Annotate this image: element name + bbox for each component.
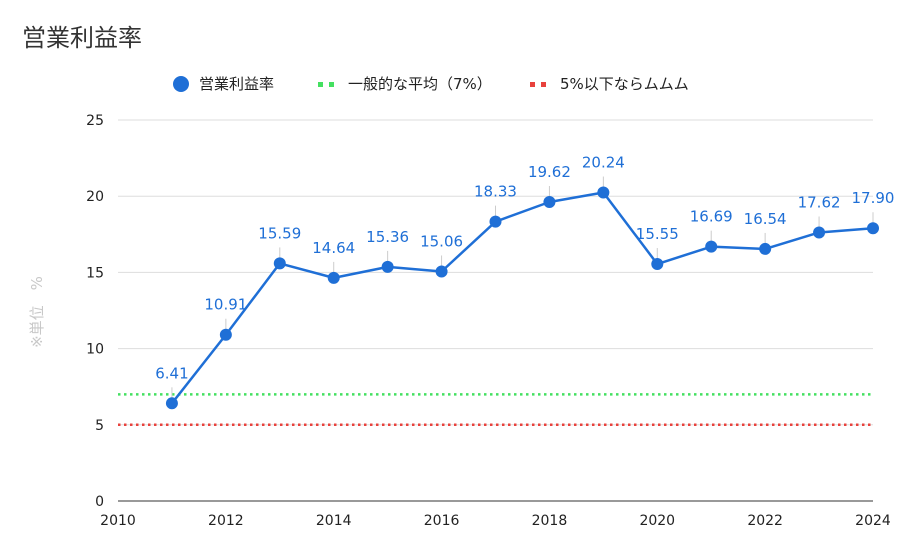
data-point <box>381 260 394 273</box>
data-label: 6.41 <box>155 364 188 382</box>
data-label: 15.06 <box>420 232 463 250</box>
data-point <box>867 222 879 235</box>
y-axis-label: ※単位 % <box>28 276 46 348</box>
data-point <box>435 265 448 278</box>
data-point <box>543 195 556 208</box>
x-tick-label: 2016 <box>424 513 460 529</box>
data-point <box>327 271 340 284</box>
data-point <box>651 258 664 271</box>
legend-marker-1 <box>173 76 189 92</box>
series-line <box>170 191 874 405</box>
y-tick-label: 15 <box>86 265 104 281</box>
legend-marker-2 <box>329 82 334 87</box>
y-tick-label: 5 <box>95 418 104 434</box>
legend-marker-2 <box>318 82 323 87</box>
data-label: 10.91 <box>204 296 247 314</box>
x-tick-label: 2020 <box>639 513 675 529</box>
data-point <box>813 226 826 239</box>
data-point <box>759 242 772 255</box>
x-tick-label: 2022 <box>747 513 783 529</box>
y-tick-label: 25 <box>86 113 104 129</box>
legend-label-2: 一般的な平均（7%） <box>348 75 492 93</box>
y-tick-label: 0 <box>95 494 104 510</box>
legend-marker-3 <box>530 82 535 87</box>
data-label: 15.36 <box>366 228 409 246</box>
data-label: 19.62 <box>528 163 571 181</box>
data-label: 15.59 <box>258 224 301 242</box>
data-label: 17.90 <box>852 189 895 207</box>
data-label: 16.54 <box>744 210 787 228</box>
x-tick-label: 2014 <box>316 513 352 529</box>
x-tick-label: 2018 <box>532 513 568 529</box>
data-point <box>165 397 178 410</box>
data-label: 14.64 <box>312 239 355 257</box>
legend-label-1: 営業利益率 <box>199 75 274 93</box>
legend-marker-3 <box>541 82 546 87</box>
data-point <box>273 257 286 270</box>
data-point <box>489 215 502 228</box>
data-label: 15.55 <box>636 225 679 243</box>
data-point <box>219 328 232 341</box>
data-point <box>705 240 718 253</box>
data-label: 17.62 <box>798 193 841 211</box>
y-tick-label: 10 <box>86 342 104 358</box>
legend-label-3: 5%以下ならムムム <box>560 75 689 93</box>
chart-title: 営業利益率 <box>22 24 142 52</box>
data-label: 20.24 <box>582 154 625 172</box>
x-tick-label: 2010 <box>100 513 136 529</box>
data-label: 16.69 <box>690 208 733 226</box>
x-tick-label: 2012 <box>208 513 244 529</box>
x-tick-label: 2024 <box>855 513 891 529</box>
data-label: 18.33 <box>474 183 517 201</box>
data-point <box>597 186 610 199</box>
y-tick-label: 20 <box>86 189 104 205</box>
